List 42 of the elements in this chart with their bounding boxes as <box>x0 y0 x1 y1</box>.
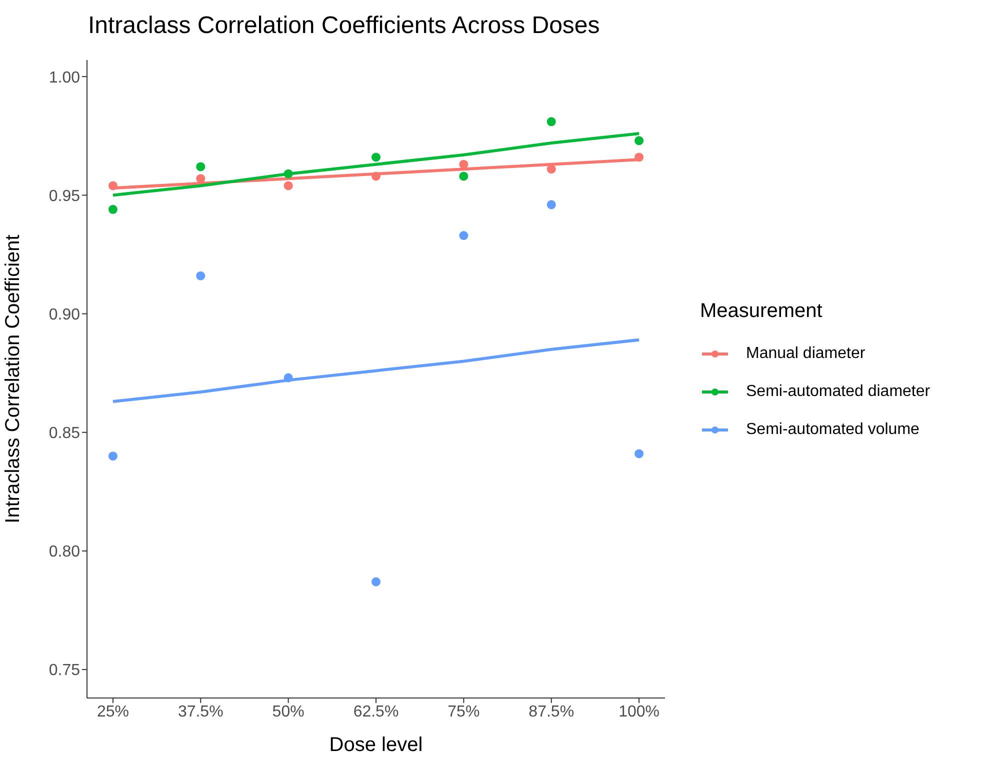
point <box>459 172 468 181</box>
x-tick-label: 50% <box>272 703 304 720</box>
point <box>108 204 118 214</box>
y-tick-label: 0.95 <box>48 188 80 205</box>
x-tick-label: 37.5% <box>178 703 224 720</box>
point <box>108 181 118 190</box>
point <box>284 373 293 382</box>
point <box>634 152 644 162</box>
point <box>108 452 118 461</box>
point <box>371 172 381 181</box>
point <box>634 449 644 458</box>
y-axis-title: Intraclass Correlation Coefficient <box>2 234 24 524</box>
y-tick-label: 0.90 <box>48 306 80 324</box>
point <box>459 231 468 240</box>
point <box>284 181 293 190</box>
point <box>546 200 556 210</box>
line-series <box>111 132 641 197</box>
x-axis-title: Dose level <box>329 734 423 756</box>
y-tick-label: 0.85 <box>48 425 80 442</box>
point <box>371 152 381 162</box>
point <box>459 160 468 169</box>
point <box>196 162 206 172</box>
point <box>196 271 206 280</box>
legend-label: Manual diameter <box>746 345 866 363</box>
point <box>546 117 556 126</box>
y-tick-label: 1.00 <box>48 69 80 86</box>
legend-label: Semi-automated volume <box>746 421 920 439</box>
x-tick-label: 62.5% <box>353 703 399 720</box>
legend-title: Measurement <box>700 300 824 323</box>
line-series <box>111 338 641 404</box>
point <box>546 164 556 174</box>
legend-label: Semi-automated diameter <box>746 383 930 401</box>
point <box>634 136 644 146</box>
x-tick-label: 100% <box>618 703 660 720</box>
point <box>284 169 293 178</box>
y-tick-label: 0.80 <box>48 544 80 561</box>
x-tick-label: 75% <box>448 703 480 720</box>
y-tick-label: 0.75 <box>48 662 80 680</box>
x-tick-label: 25% <box>96 703 129 720</box>
point <box>371 577 381 586</box>
chart-title: Intraclass Correlation Coefficients Across Doses <box>88 12 600 40</box>
x-tick-label: 87.5% <box>528 703 574 720</box>
